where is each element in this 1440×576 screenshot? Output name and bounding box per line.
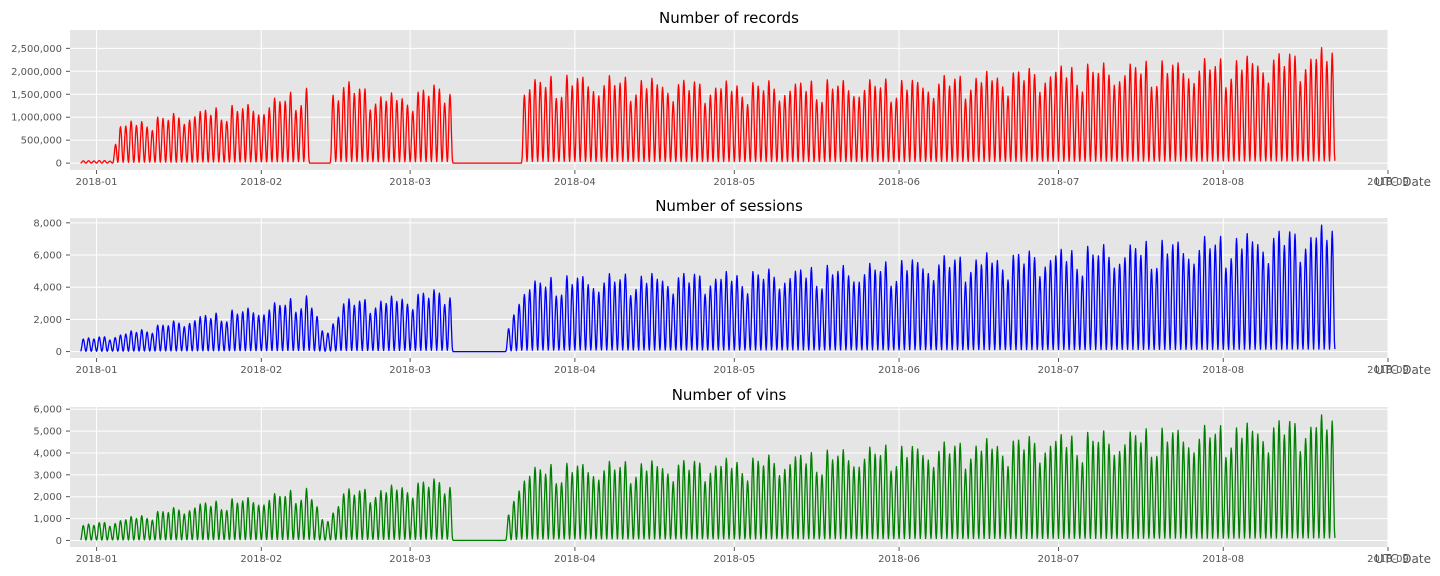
x-tick-label: 2018-02	[240, 177, 282, 188]
chart-title: Number of records	[659, 9, 799, 27]
x-tick-label: 2018-08	[1202, 554, 1244, 565]
chart-title: Number of sessions	[655, 197, 803, 215]
x-tick-label: 2018-03	[389, 177, 431, 188]
x-tick-label: 2018-05	[713, 365, 755, 376]
y-tick-label: 3,000	[33, 470, 62, 481]
x-tick-label: 2018-09	[1367, 177, 1409, 188]
y-tick-label: 6,000	[33, 405, 62, 416]
y-tick-label: 0	[56, 159, 62, 170]
series-line	[80, 224, 1336, 353]
chart-panel-1: 0 500,000 1,000,000 1,500,000 2,000,000 2,500…	[11, 9, 1431, 189]
x-tick-label: 2018-03	[389, 554, 431, 565]
x-tick-label: 2018-03	[389, 365, 431, 376]
x-tick-label: 2018-02	[240, 554, 282, 565]
x-tick-label: 2018-01	[76, 365, 118, 376]
chart-title: Number of vins	[672, 386, 787, 404]
x-axis-label: UTC Date	[1375, 552, 1431, 566]
x-tick-label: 2018-04	[554, 554, 596, 565]
y-tick-label: 500,000	[21, 136, 62, 147]
y-tick-label: 6,000	[33, 251, 62, 262]
chart-panel-3: 0 1,000 2,000 3,000 4,000 5,000 6,000 2018-01 20…	[33, 386, 1431, 566]
y-tick-label: 4,000	[33, 448, 62, 459]
x-tick-label: 2018-06	[878, 365, 920, 376]
x-tick-label: 2018-01	[76, 177, 118, 188]
x-axis-label: UTC Date	[1375, 363, 1431, 377]
series-line	[80, 414, 1336, 542]
x-tick-label: 2018-04	[554, 365, 596, 376]
y-tick-label: 8,000	[33, 218, 62, 229]
x-tick-label: 2018-05	[713, 554, 755, 565]
y-tick-label: 2,000	[33, 315, 62, 326]
x-tick-label: 2018-06	[878, 177, 920, 188]
y-tick-label: 2,000,000	[11, 67, 62, 78]
y-tick-label: 1,000	[33, 514, 62, 525]
y-tick-label: 1,500,000	[11, 90, 62, 101]
x-tick-label: 2018-01	[76, 554, 118, 565]
y-tick-label: 5,000	[33, 427, 62, 438]
x-tick-label: 2018-09	[1367, 365, 1409, 376]
x-tick-label: 2018-08	[1202, 365, 1244, 376]
x-axis-label: UTC Date	[1375, 175, 1431, 189]
x-tick-label: 2018-04	[554, 177, 596, 188]
x-tick-label: 2018-06	[878, 554, 920, 565]
x-tick-label: 2018-07	[1038, 177, 1080, 188]
y-tick-label: 0	[56, 347, 62, 358]
series-line	[80, 47, 1336, 164]
y-tick-label: 1,000,000	[11, 113, 62, 124]
x-tick-label: 2018-08	[1202, 177, 1244, 188]
y-tick-label: 4,000	[33, 283, 62, 294]
y-tick-label: 2,000	[33, 492, 62, 503]
x-tick-label: 2018-02	[240, 365, 282, 376]
chart-panel-2: 0 2,000 4,000 6,000 8,000 2018-01 2018-02 2018-…	[33, 197, 1431, 377]
x-tick-label: 2018-07	[1038, 554, 1080, 565]
x-tick-label: 2018-05	[713, 177, 755, 188]
y-tick-label: 2,500,000	[11, 44, 62, 55]
x-tick-label: 2018-09	[1367, 554, 1409, 565]
y-tick-label: 0	[56, 536, 62, 547]
x-tick-label: 2018-07	[1038, 365, 1080, 376]
